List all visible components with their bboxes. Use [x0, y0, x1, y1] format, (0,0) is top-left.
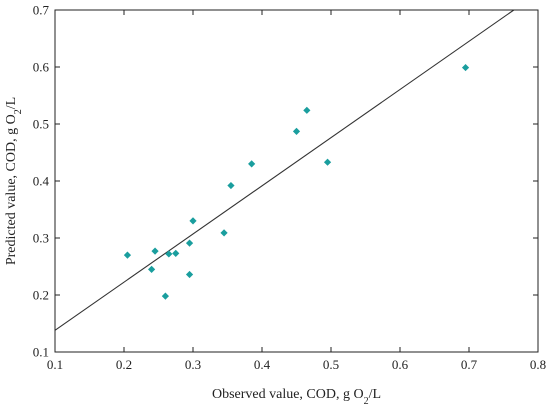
x-tick-label: 0.6 — [392, 357, 409, 372]
data-point — [148, 265, 156, 273]
y-tick-label: 0.2 — [33, 288, 49, 303]
regression-line — [54, 9, 515, 331]
plot-frame — [54, 9, 539, 353]
data-point — [165, 250, 173, 258]
y-tick-label: 0.6 — [33, 60, 50, 75]
data-point — [151, 247, 159, 255]
data-point — [461, 63, 470, 72]
x-tick-label: 0.8 — [530, 357, 546, 372]
y-tick-label: 0.7 — [33, 3, 50, 18]
y-tick-label: 0.5 — [33, 117, 49, 132]
data-point — [172, 249, 180, 257]
data-point — [123, 251, 132, 259]
x-tick-label: 0.5 — [323, 357, 339, 372]
data-point — [185, 239, 194, 247]
fit-line-layer — [54, 9, 515, 331]
axis-ticks — [54, 9, 539, 353]
data-point — [303, 106, 311, 114]
y-tick-label: 0.4 — [33, 174, 50, 189]
data-point — [220, 229, 228, 237]
y-axis-label: Predicted value, COD, g O2/L — [4, 97, 24, 265]
y-tick-label: 0.3 — [33, 231, 49, 246]
data-points — [123, 63, 470, 300]
data-point — [292, 127, 301, 136]
x-tick-label: 0.2 — [116, 357, 132, 372]
data-point — [227, 181, 235, 190]
x-tick-label: 0.7 — [461, 357, 478, 372]
data-point — [323, 158, 332, 166]
data-point — [189, 217, 197, 225]
x-tick-label: 0.4 — [254, 357, 271, 372]
data-point — [161, 292, 169, 300]
x-axis-label: Observed value, COD, g O2/L — [212, 387, 381, 407]
x-tick-label: 0.1 — [47, 357, 63, 372]
tick-labels: 0.1 0.2 0.3 0.4 0.5 0.6 0.7 0.8 0.1 0.2 0.3 0.4 0.5 0… — [33, 3, 546, 373]
x-tick-label: 0.3 — [185, 357, 201, 372]
y-tick-label: 0.1 — [33, 345, 49, 360]
data-point — [185, 270, 194, 279]
data-point — [248, 160, 256, 168]
